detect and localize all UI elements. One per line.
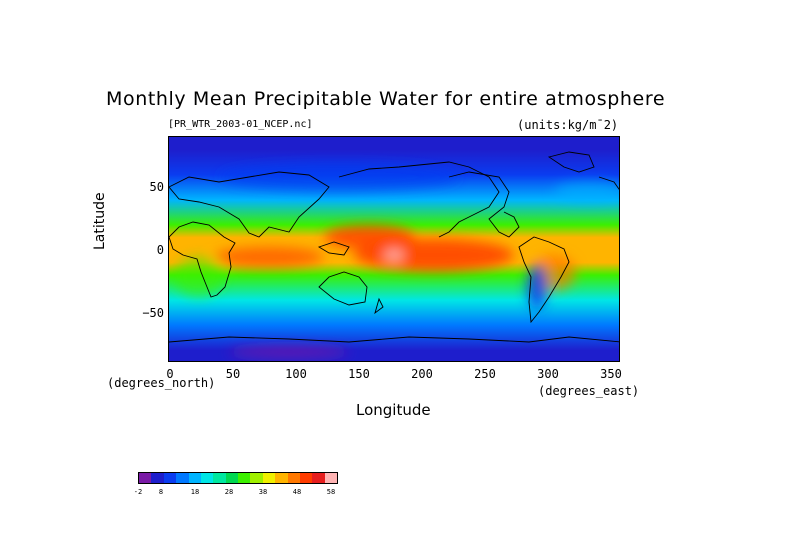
colorbar-swatch: [151, 473, 164, 483]
x-tick-label: 50: [225, 367, 241, 381]
x-axis-label: Longitude: [356, 401, 431, 419]
x-tick-label: 250: [474, 367, 496, 381]
colorbar-swatch: [188, 473, 201, 483]
colorbar-swatch: [238, 473, 251, 483]
units-label: (units:kg/m¯2): [517, 118, 619, 132]
x-tick-label: 0: [166, 367, 174, 381]
y-axis-label: Latitude: [92, 192, 108, 250]
colorbar-swatch: [287, 473, 300, 483]
colorbar-swatch: [225, 473, 238, 483]
x-axis-unit: (degrees_east): [538, 384, 640, 398]
colorbar-tick: 18: [190, 488, 200, 496]
colorbar: [138, 472, 338, 484]
coastlines: [169, 151, 619, 343]
colorbar-swatch: [262, 473, 276, 483]
colorbar-swatch: [163, 473, 177, 483]
y-tick-label: 0: [156, 243, 164, 257]
map-svg: [169, 137, 619, 361]
x-tick-label: 150: [348, 367, 370, 381]
x-tick-label: 300: [537, 367, 559, 381]
colorbar-tick: -2: [133, 488, 143, 496]
colorbar-swatch: [275, 473, 288, 483]
colorbar-tick: 58: [326, 488, 336, 496]
colorbar-tick: 8: [158, 488, 164, 496]
colorbar-swatch: [324, 473, 337, 483]
colorbar-tick: 38: [258, 488, 268, 496]
colorbar-swatch: [213, 473, 226, 483]
precipitable-water-map: [168, 136, 620, 362]
colorbar-swatch: [312, 473, 325, 483]
y-axis-unit: (degrees_north): [107, 376, 216, 390]
x-tick-label: 350: [600, 367, 622, 381]
x-tick-label: 100: [285, 367, 307, 381]
colorbar-swatch: [139, 473, 152, 483]
colorbar-swatch: [250, 473, 263, 483]
x-tick-label: 200: [411, 367, 433, 381]
colorbar-swatch: [200, 473, 214, 483]
colorbar-swatch: [176, 473, 189, 483]
colorbar-swatch: [299, 473, 313, 483]
chart-title: Monthly Mean Precipitable Water for enti…: [106, 88, 666, 110]
y-tick-label: −50: [142, 306, 164, 320]
colorbar-tick: 28: [224, 488, 234, 496]
colorbar-tick: 48: [292, 488, 302, 496]
y-tick-label: 50: [149, 180, 164, 194]
file-label: [PR_WTR_2003-01_NCEP.nc]: [168, 119, 313, 130]
